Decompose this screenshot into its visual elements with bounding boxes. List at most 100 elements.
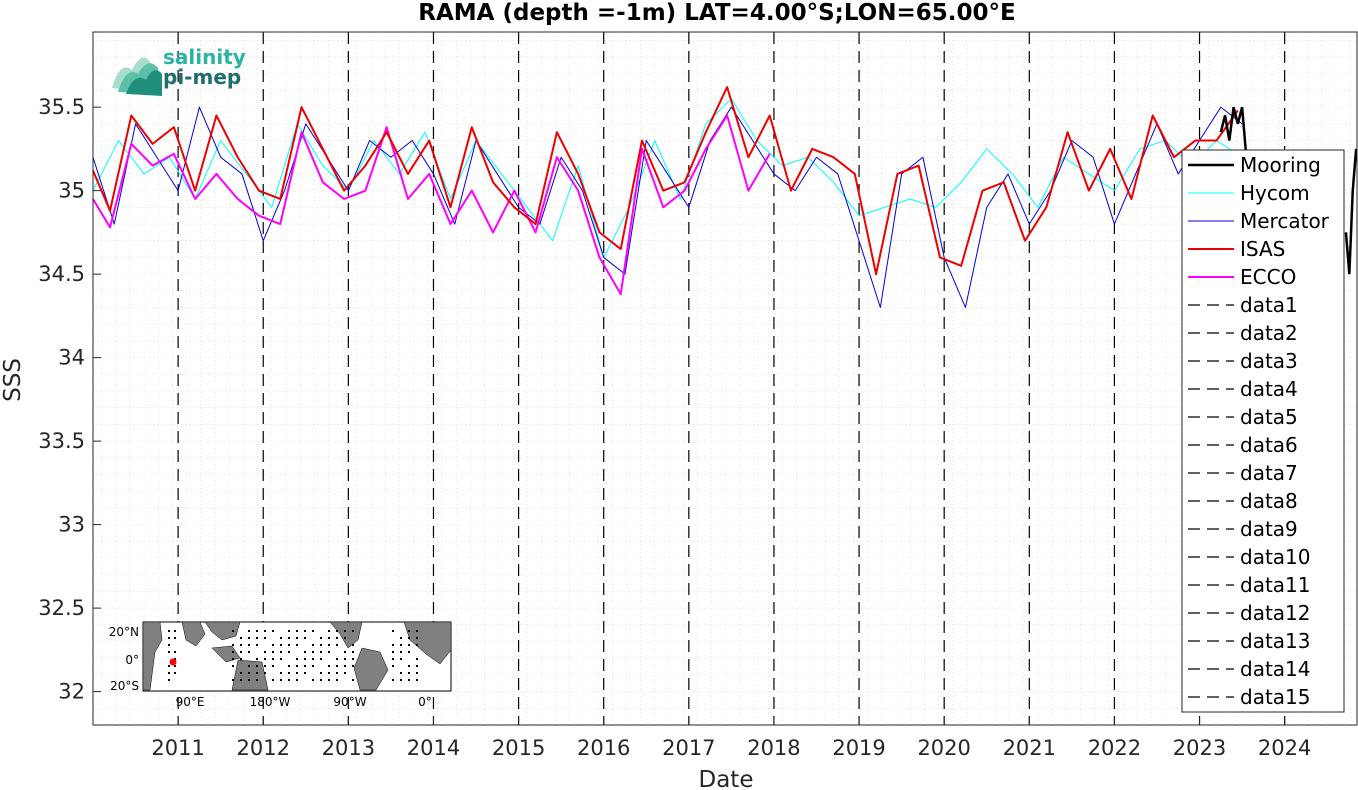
legend-entry-label: data5 <box>1240 405 1298 429</box>
buoy-dot <box>336 637 338 639</box>
buoy-dot <box>256 630 258 632</box>
buoy-dot <box>304 665 306 667</box>
buoy-dot <box>296 658 298 660</box>
buoy-dot <box>232 651 234 653</box>
x-tick-label: 2011 <box>151 736 204 760</box>
series-line-hycom <box>92 98 1243 258</box>
map-ylabel-0: 20°N <box>109 625 139 639</box>
legend-entry-label: Mooring <box>1240 153 1321 177</box>
series-line-mooring <box>1219 106 1248 158</box>
buoy-dot <box>312 630 314 632</box>
buoy-dot <box>336 679 338 681</box>
buoy-dot <box>400 679 402 681</box>
buoy-dot <box>344 637 346 639</box>
buoy-dot <box>352 665 354 667</box>
legend-entry-label: data7 <box>1240 461 1298 485</box>
buoy-dot <box>240 679 242 681</box>
buoy-dot <box>288 679 290 681</box>
buoy-dot <box>408 630 410 632</box>
buoy-dot <box>272 644 274 646</box>
series-line-mooring <box>1344 148 1358 275</box>
legend-entry-label: data1 <box>1240 293 1298 317</box>
buoy-dot <box>408 679 410 681</box>
buoy-dot <box>272 651 274 653</box>
legend-entry-label: data11 <box>1240 573 1311 597</box>
buoy-dot <box>336 672 338 674</box>
buoy-dot <box>264 672 266 674</box>
buoy-dot <box>328 665 330 667</box>
buoy-dot <box>288 672 290 674</box>
legend-entry-label: ISAS <box>1240 237 1285 261</box>
buoy-dot <box>296 644 298 646</box>
buoy-dot <box>328 651 330 653</box>
legend: Mooring Hycom Mercator ISAS ECCO data1 data2 da… <box>1181 149 1345 713</box>
y-tick-label: 34 <box>58 346 85 370</box>
y-tick-label: 35 <box>58 179 85 203</box>
buoy-dot <box>312 679 314 681</box>
buoy-dot <box>416 665 418 667</box>
buoy-dot <box>240 658 242 660</box>
buoy-markers <box>168 630 418 681</box>
legend-entry-label: Mercator <box>1240 209 1330 233</box>
series-line-ecco <box>92 114 771 296</box>
map-ylabel-1: 0° <box>125 653 139 667</box>
buoy-dot <box>416 672 418 674</box>
map-xlabel-0: 90°E <box>176 695 205 709</box>
buoy-dot <box>352 679 354 681</box>
buoy-dot <box>392 658 394 660</box>
x-tick-label: 2015 <box>492 736 545 760</box>
buoy-dot <box>174 630 176 632</box>
buoy-dot <box>344 665 346 667</box>
buoy-dot <box>288 651 290 653</box>
buoy-dot <box>304 672 306 674</box>
chart-title: RAMA (depth =-1m) LAT=4.00°S;LON=65.00°E <box>418 0 1015 26</box>
buoy-dot <box>408 665 410 667</box>
buoy-dot <box>328 672 330 674</box>
buoy-dot <box>168 630 170 632</box>
buoy-dot <box>288 630 290 632</box>
buoy-dot <box>272 665 274 667</box>
buoy-dot <box>408 644 410 646</box>
buoy-dot <box>168 679 170 681</box>
inset-map: 20°N 0° 20°S 90°E 180°W 90°W 0° <box>109 621 452 709</box>
buoy-dot <box>174 637 176 639</box>
buoy-dot <box>248 672 250 674</box>
buoy-dot <box>328 637 330 639</box>
legend-entry-label: data8 <box>1240 489 1298 513</box>
buoy-dot <box>400 644 402 646</box>
grid <box>93 32 1357 726</box>
buoy-dot <box>280 672 282 674</box>
legend-entry-label: data15 <box>1240 685 1311 709</box>
buoy-dot <box>296 679 298 681</box>
buoy-dot <box>174 658 176 660</box>
buoy-dot <box>336 644 338 646</box>
buoy-dot <box>336 665 338 667</box>
buoy-dot <box>248 665 250 667</box>
buoy-dot <box>312 651 314 653</box>
buoy-dot <box>416 658 418 660</box>
buoy-dot <box>296 665 298 667</box>
buoy-dot <box>392 644 394 646</box>
buoy-dot <box>240 644 242 646</box>
buoy-dot <box>280 658 282 660</box>
map-xlabel-3: 0° <box>418 695 432 709</box>
buoy-dot <box>256 658 258 660</box>
buoy-dot <box>232 658 234 660</box>
buoy-dot <box>264 630 266 632</box>
buoy-dot <box>168 665 170 667</box>
buoy-dot <box>296 672 298 674</box>
buoy-dot <box>400 651 402 653</box>
buoy-dot <box>400 637 402 639</box>
legend-entry-label: data10 <box>1240 545 1311 569</box>
buoy-dot <box>320 651 322 653</box>
buoy-dot <box>336 658 338 660</box>
buoy-dot <box>336 630 338 632</box>
buoy-dot <box>408 672 410 674</box>
x-tick-label: 2021 <box>1003 736 1056 760</box>
x-tick-label: 2022 <box>1088 736 1141 760</box>
legend-entry-label: data9 <box>1240 517 1298 541</box>
buoy-dot <box>272 679 274 681</box>
map-xlabel-1: 180°W <box>250 695 291 709</box>
buoy-dot <box>240 672 242 674</box>
buoy-dot <box>174 672 176 674</box>
